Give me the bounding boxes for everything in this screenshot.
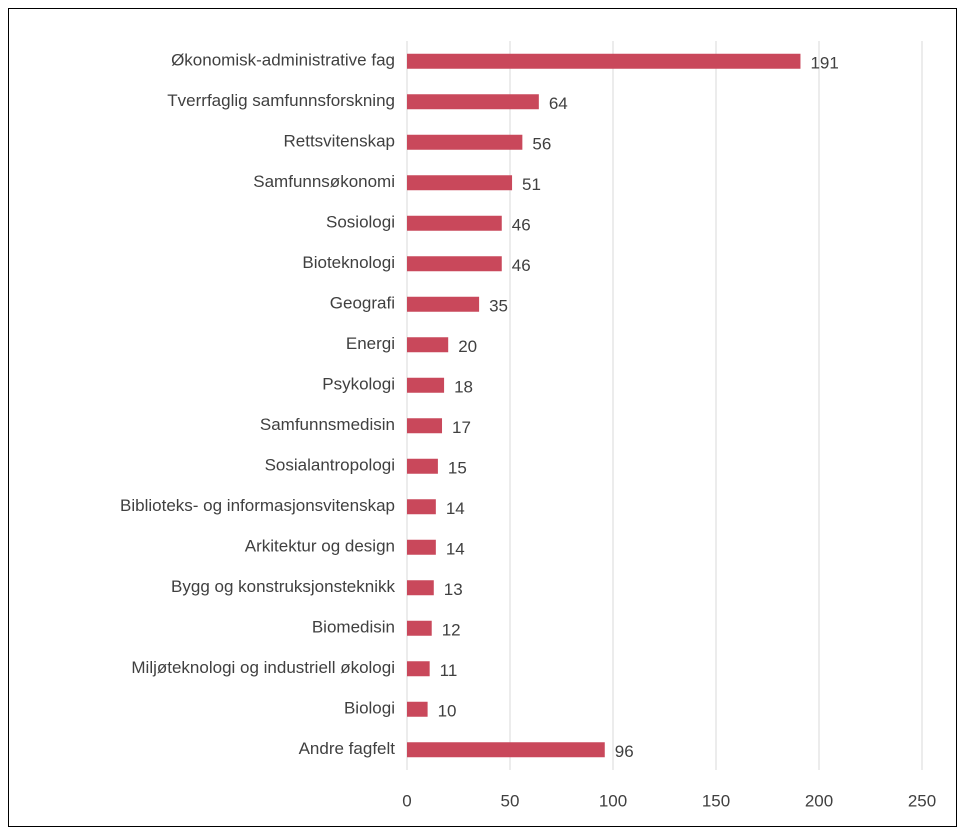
y-tick-label: Energi bbox=[346, 334, 395, 353]
data-label: 14 bbox=[446, 499, 465, 518]
bar bbox=[407, 580, 434, 596]
y-tick-label: Bygg og konstruksjonsteknikk bbox=[171, 577, 395, 596]
bar bbox=[407, 256, 502, 272]
y-tick-label: Samfunnsmedisin bbox=[260, 415, 395, 434]
y-tick-label: Tverrfaglig samfunnsforskning bbox=[167, 91, 395, 110]
data-label: 17 bbox=[452, 418, 471, 437]
data-label: 56 bbox=[532, 135, 551, 154]
bar bbox=[407, 215, 502, 231]
bar bbox=[407, 377, 445, 393]
frame bbox=[8, 8, 957, 827]
bar bbox=[407, 418, 443, 434]
x-tick-label: 200 bbox=[805, 791, 833, 810]
bar bbox=[407, 458, 438, 474]
y-tick-label: Samfunnsøkonomi bbox=[253, 172, 395, 191]
data-label: 14 bbox=[446, 540, 465, 559]
bar bbox=[407, 296, 480, 312]
y-tick-label: Psykologi bbox=[322, 375, 395, 394]
x-tick-label: 100 bbox=[599, 791, 627, 810]
data-label: 18 bbox=[454, 378, 473, 397]
y-tick-label: Biblioteks- og informasjonsvitenskap bbox=[120, 496, 395, 515]
data-label: 191 bbox=[810, 54, 838, 73]
bar bbox=[407, 701, 428, 717]
data-label: 46 bbox=[512, 216, 531, 235]
y-tick-label: Økonomisk-administrative fag bbox=[171, 51, 395, 70]
bar bbox=[407, 539, 436, 555]
x-tick-label: 250 bbox=[908, 791, 936, 810]
data-label: 11 bbox=[440, 661, 458, 680]
bar bbox=[407, 175, 513, 191]
bar bbox=[407, 620, 432, 636]
y-tick-label: Miljøteknologi og industriell økologi bbox=[131, 658, 395, 677]
bar bbox=[407, 742, 605, 758]
y-tick-label: Rettsvitenskap bbox=[284, 132, 396, 151]
y-tick-label: Bioteknologi bbox=[302, 253, 395, 272]
x-tick-label: 50 bbox=[501, 791, 520, 810]
bar bbox=[407, 337, 449, 353]
y-tick-label: Biologi bbox=[344, 699, 395, 718]
y-tick-label: Biomedisin bbox=[312, 618, 395, 637]
y-tick-label: Arkitektur og design bbox=[245, 537, 395, 556]
y-tick-label: Andre fagfelt bbox=[299, 739, 396, 758]
data-label: 51 bbox=[522, 175, 541, 194]
y-tick-label: Sosiologi bbox=[326, 213, 395, 232]
data-label: 13 bbox=[444, 580, 463, 599]
bar bbox=[407, 94, 539, 110]
data-label: 96 bbox=[615, 742, 634, 761]
y-tick-label: Geografi bbox=[330, 294, 395, 313]
bar bbox=[407, 499, 436, 515]
bar bbox=[407, 134, 523, 150]
y-tick-label: Sosialantropologi bbox=[265, 456, 395, 475]
data-label: 35 bbox=[489, 297, 508, 316]
data-label: 64 bbox=[549, 94, 568, 113]
bar bbox=[407, 53, 801, 69]
data-label: 46 bbox=[512, 256, 531, 275]
data-label: 12 bbox=[442, 621, 461, 640]
bar bbox=[407, 661, 430, 677]
data-label: 10 bbox=[438, 702, 457, 721]
data-label: 15 bbox=[448, 459, 467, 478]
x-tick-label: 150 bbox=[702, 791, 730, 810]
data-label: 20 bbox=[458, 337, 477, 356]
x-tick-label: 0 bbox=[402, 791, 411, 810]
